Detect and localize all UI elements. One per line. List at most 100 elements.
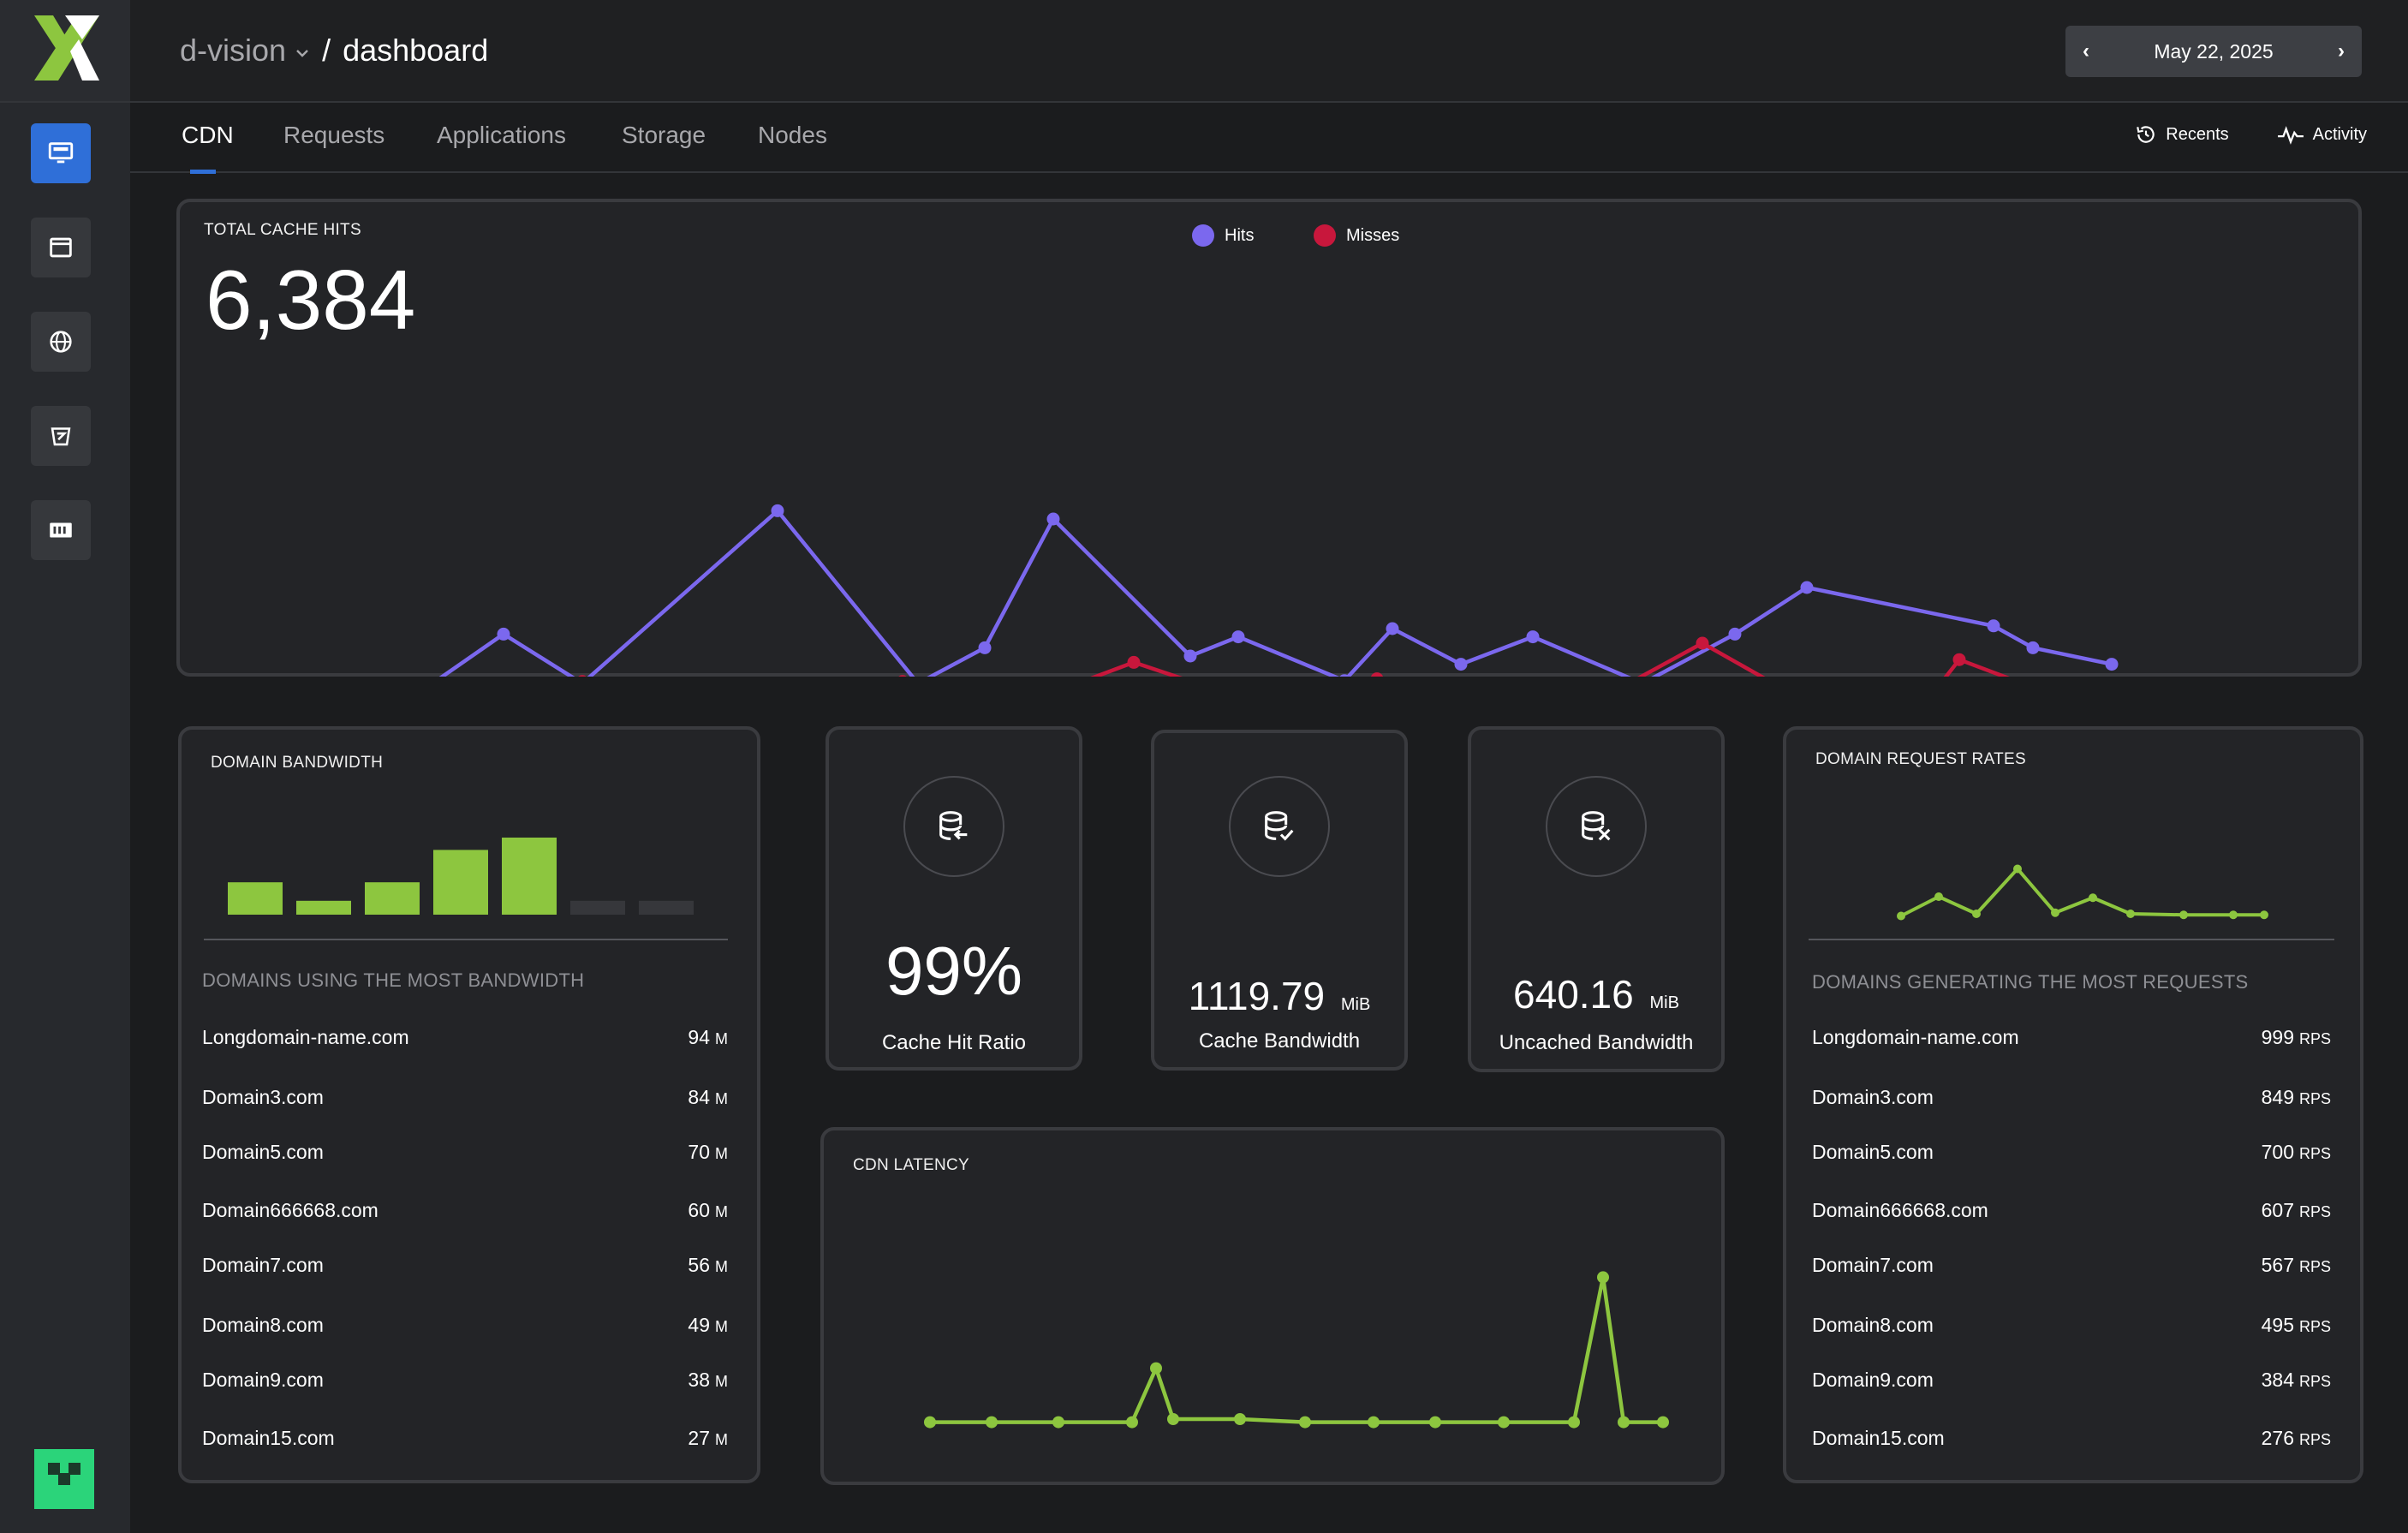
bandwidth-bar [639,900,694,915]
chevron-left-icon[interactable]: ‹ [2083,39,2089,63]
cache-bandwidth-value: 1119.79 MiB [1154,973,1404,1019]
request-number: 700 [2261,1141,2294,1163]
misses-series-point [898,675,907,677]
bandwidth-row[interactable]: Domain7.com 56 M [202,1254,728,1277]
bandwidth-value: 60 M [688,1199,728,1222]
logo-icon [34,15,99,81]
latency-series-point [1234,1413,1246,1425]
legend-misses[interactable]: Misses [1314,224,1399,247]
latency-series-point [986,1416,998,1429]
request-row[interactable]: Domain3.com 849 RPS [1812,1086,2331,1109]
activity-label: Activity [2312,124,2367,144]
request-series-point [2013,864,2022,874]
hits-series-point [2026,641,2040,654]
tab-applications[interactable]: Applications [437,122,566,148]
request-row[interactable]: Domain15.com 276 RPS [1812,1427,2331,1450]
uncached-bandwidth-unit: MiB [1649,993,1679,1012]
globe-icon [50,331,72,353]
cache-bandwidth-unit: MiB [1340,995,1371,1014]
request-domain: Domain666668.com [1812,1199,1988,1221]
request-row[interactable]: Domain666668.com 607 RPS [1812,1199,2331,1222]
request-series-point [1934,892,1943,901]
chevron-right-icon[interactable]: › [2338,39,2345,63]
legend-hits[interactable]: Hits [1192,224,1254,247]
bandwidth-list-title: DOMAINS USING THE MOST BANDWIDTH [202,969,585,991]
tab-storage[interactable]: Storage [622,122,706,148]
hits-series-point [1231,630,1245,644]
request-number: 849 [2261,1086,2294,1108]
recents-button[interactable]: Recents [2135,123,2229,146]
bandwidth-row[interactable]: Domain5.com 70 M [202,1141,728,1164]
cache-bandwidth-label: Cache Bandwidth [1198,1029,1361,1053]
bandwidth-row[interactable]: Domain9.com 38 M [202,1369,728,1392]
bandwidth-number: 60 [688,1199,710,1221]
request-row[interactable]: Domain8.com 495 RPS [1812,1314,2331,1337]
chart-divider [204,939,728,940]
bandwidth-value: 49 M [688,1314,728,1337]
request-unit: RPS [2298,1258,2331,1275]
bandwidth-unit: M [715,1373,728,1390]
tab-requests[interactable]: Requests [283,122,385,148]
sidebar-item-applications[interactable] [31,218,91,277]
page-title: dashboard [343,33,489,68]
breadcrumb: d-vision / dashboard [180,33,488,69]
misses-series-point [1696,636,1709,650]
cdn-latency-title: CDN LATENCY [853,1156,969,1174]
bandwidth-bar [570,900,625,915]
bandwidth-number: 94 [688,1026,710,1048]
bandwidth-row[interactable]: Domain3.com 84 M [202,1086,728,1109]
logo[interactable] [0,0,130,103]
bandwidth-domain: Domain3.com [202,1086,324,1108]
misses-series-point [1370,672,1384,677]
org-switcher[interactable]: d-vision [180,33,287,68]
domain-bandwidth-title: DOMAIN BANDWIDTH [211,754,384,772]
latency-series-point [1052,1416,1064,1429]
request-row[interactable]: Domain9.com 384 RPS [1812,1369,2331,1392]
sidebar-item-cdn[interactable] [31,123,91,183]
bandwidth-row[interactable]: Domain15.com 27 M [202,1427,728,1450]
request-value: 384 RPS [2262,1369,2331,1392]
bandwidth-domain: Domain666668.com [202,1199,378,1221]
hits-series-point [1728,627,1742,641]
hits-series-point [1987,619,2000,633]
bandwidth-row[interactable]: Domain8.com 49 M [202,1314,728,1337]
request-series-point [2089,893,2097,903]
bandwidth-domain: Domain15.com [202,1427,335,1449]
bandwidth-row[interactable]: Longdomain-name.com 94 M [202,1026,728,1049]
cache-hit-ratio-label: Cache Hit Ratio [881,1031,1027,1054]
bandwidth-number: 27 [688,1427,710,1449]
uncached-bandwidth-card: 640.16 MiB Uncached Bandwidth [1468,726,1725,1072]
tab-cdn[interactable]: CDN [182,122,234,148]
tab-nodes[interactable]: Nodes [758,122,827,148]
uncached-bandwidth-label: Uncached Bandwidth [1499,1031,1694,1054]
monitor-icon [48,142,74,164]
request-number: 607 [2261,1199,2294,1221]
tab-actions: Recents Activity [2135,123,2367,146]
request-number: 567 [2261,1254,2294,1276]
request-domain: Longdomain-name.com [1812,1026,2019,1048]
avatar[interactable] [34,1449,94,1509]
bandwidth-bar [433,850,488,915]
bandwidth-value: 84 M [688,1086,728,1109]
sidebar-item-tags[interactable] [31,406,91,466]
request-row[interactable]: Domain7.com 567 RPS [1812,1254,2331,1277]
sidebar-item-keyboard[interactable] [31,500,91,560]
latency-series-line [930,1275,1663,1424]
sidebar-item-network[interactable] [31,312,91,372]
request-row[interactable]: Domain5.com 700 RPS [1812,1141,2331,1164]
chevron-down-icon[interactable] [295,45,310,61]
active-tab-indicator [190,170,216,174]
activity-button[interactable]: Activity [2277,123,2367,146]
bandwidth-domain: Domain8.com [202,1314,324,1336]
request-domain: Domain15.com [1812,1427,1945,1449]
cache-hits-total: 6,384 [206,253,416,347]
request-unit: RPS [2298,1090,2331,1107]
request-value: 700 RPS [2262,1141,2331,1164]
bandwidth-row[interactable]: Domain666668.com 60 M [202,1199,728,1222]
latency-series-point [1429,1416,1441,1429]
latency-series-point [1618,1416,1630,1429]
history-icon [2137,126,2155,143]
request-row[interactable]: Longdomain-name.com 999 RPS [1812,1026,2331,1049]
date-display[interactable]: May 22, 2025 [2154,39,2274,63]
hits-series-point [1454,658,1468,671]
